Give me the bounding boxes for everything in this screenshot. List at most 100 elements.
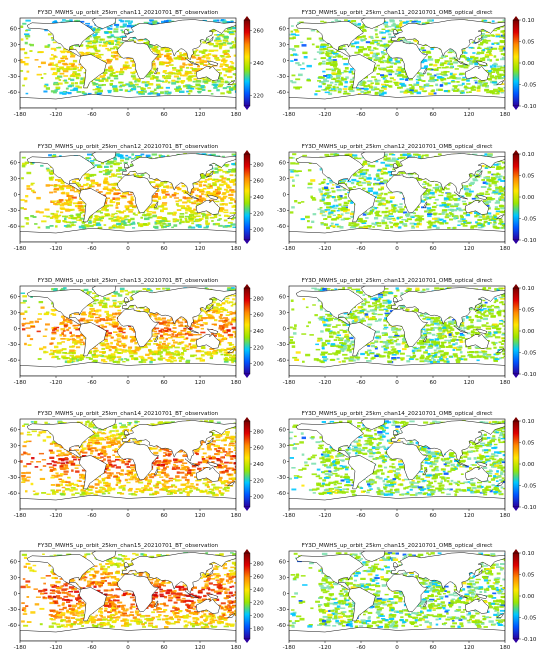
swath-cell xyxy=(53,21,58,24)
swath-cell xyxy=(454,68,459,70)
swath-cell xyxy=(224,225,231,227)
swath-cell xyxy=(327,55,331,57)
swath-cell xyxy=(195,49,199,52)
swath-cell xyxy=(378,194,382,197)
swath-cell xyxy=(235,45,236,48)
swath-cell xyxy=(63,202,70,206)
swath-cell xyxy=(219,47,222,50)
swath-cell xyxy=(144,83,149,86)
land-greenland xyxy=(360,18,386,29)
swath-cell xyxy=(497,75,502,77)
swath-cell xyxy=(217,155,221,157)
swath-cell xyxy=(226,178,231,181)
swath-cell xyxy=(116,202,120,204)
swath-cell xyxy=(495,210,501,213)
swath-cell xyxy=(470,86,474,90)
swath-cell xyxy=(231,83,236,86)
swath-cell xyxy=(53,81,59,84)
swath-cell xyxy=(202,213,206,217)
swath-cell xyxy=(198,176,205,179)
swath-cell xyxy=(147,222,151,225)
swath-cell xyxy=(97,226,103,230)
swath-cell xyxy=(352,174,357,177)
swath-cell xyxy=(225,40,229,43)
swath-cell xyxy=(477,218,482,222)
swath-cell xyxy=(63,48,68,51)
swath-cell xyxy=(496,162,501,165)
swath-cell xyxy=(449,67,454,69)
swath-cell xyxy=(89,224,94,228)
swath-cell xyxy=(162,70,166,73)
swath-cell xyxy=(432,225,437,228)
swath-cell xyxy=(196,189,201,191)
swath-cell xyxy=(104,165,109,168)
swath-cell xyxy=(162,225,167,228)
swath-cell xyxy=(441,62,446,64)
swath-cell xyxy=(144,42,150,45)
swath-cell xyxy=(427,188,431,192)
swath-cell xyxy=(409,89,414,92)
swath-cell xyxy=(69,195,74,197)
swath-cell xyxy=(435,189,441,192)
swath-cell xyxy=(61,187,65,190)
swath-cell xyxy=(370,206,376,209)
swath-cell xyxy=(407,154,412,157)
swath-cell xyxy=(113,54,119,57)
swath-cell xyxy=(394,222,398,226)
swath-cell xyxy=(482,48,486,52)
swath-cell xyxy=(473,225,478,228)
swath-cell xyxy=(436,88,440,91)
swath-cell xyxy=(378,188,383,191)
swath-cell xyxy=(376,183,381,186)
swath-cell xyxy=(72,186,76,189)
swath-cell xyxy=(93,44,97,48)
swath-cell xyxy=(337,181,343,184)
swath-cell xyxy=(419,87,424,91)
swath-cell xyxy=(384,214,390,217)
swath-cell xyxy=(370,88,376,91)
swath-cell xyxy=(438,185,442,188)
swath-cell xyxy=(221,177,227,180)
swath-cell xyxy=(441,202,446,204)
swath-cell xyxy=(43,90,48,93)
swath-cell xyxy=(72,67,77,71)
swath-cell xyxy=(193,78,198,81)
swath-cell xyxy=(102,44,108,47)
swath-cell xyxy=(333,53,339,55)
swath-cell xyxy=(166,224,170,227)
swath-cell xyxy=(476,214,480,216)
swath-cell xyxy=(410,211,415,214)
swath-cell xyxy=(102,71,108,74)
swath-cell xyxy=(476,82,482,85)
swath-cell xyxy=(478,80,482,83)
swath-cell xyxy=(326,58,329,61)
swath-cell xyxy=(429,68,434,71)
swath-cell xyxy=(235,40,236,43)
swath-cell xyxy=(372,52,377,55)
swath-cell xyxy=(314,93,318,96)
swath-cell xyxy=(137,222,140,225)
swath-cell xyxy=(324,218,328,220)
swath-cell xyxy=(158,221,163,223)
swath-cell xyxy=(209,186,213,189)
swath-cell xyxy=(215,222,220,226)
swath-cell xyxy=(86,24,90,27)
swath-cell xyxy=(166,220,171,222)
swath-cell xyxy=(414,84,420,86)
swath-cell xyxy=(75,76,80,80)
swath-cell xyxy=(190,216,196,219)
swath-cell xyxy=(471,86,477,89)
swath-cell xyxy=(113,157,117,161)
swath-cell xyxy=(409,20,413,22)
swath-cell xyxy=(466,91,469,94)
swath-cell xyxy=(139,39,144,42)
swath-cell xyxy=(95,216,101,218)
swath-cell xyxy=(500,66,505,69)
swath-cell xyxy=(410,92,414,95)
swath-cell xyxy=(128,85,132,88)
swath-cell xyxy=(182,62,186,65)
swath-cell xyxy=(446,77,450,80)
swath-cell xyxy=(130,71,135,74)
swath-cell xyxy=(435,61,439,64)
swath-cell xyxy=(55,179,60,181)
